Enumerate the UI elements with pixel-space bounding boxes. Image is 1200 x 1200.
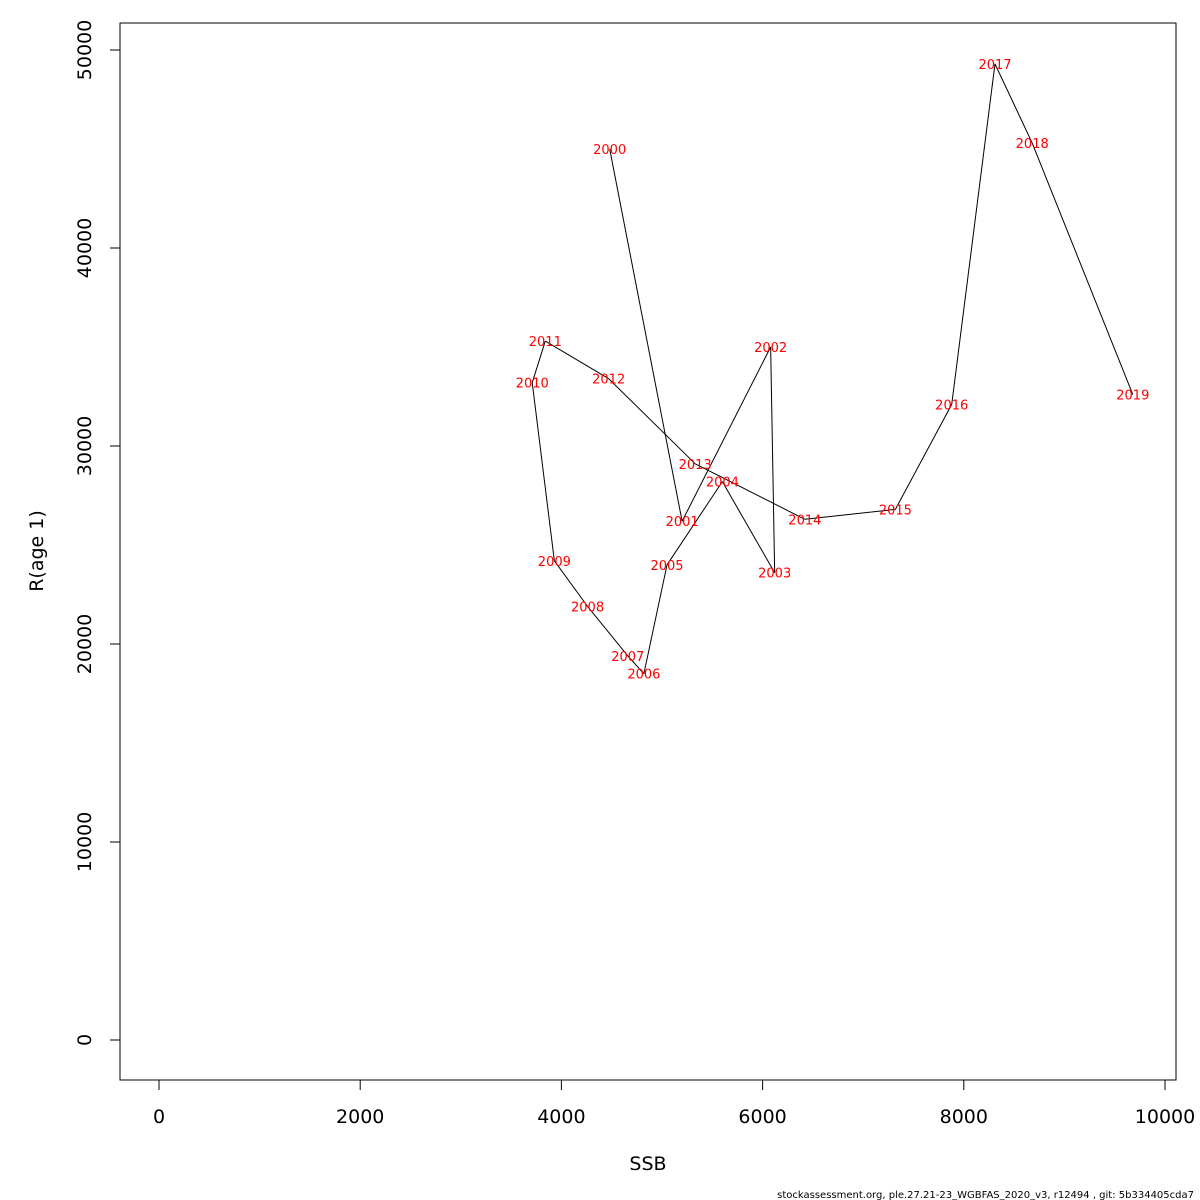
point-label-2018: 2018: [1016, 137, 1049, 152]
x-tick-label: 2000: [336, 1106, 384, 1128]
x-axis-title: SSB: [629, 1153, 666, 1175]
series-segment: [894, 404, 953, 510]
series-segment: [553, 560, 588, 607]
series-segment: [609, 148, 683, 522]
recruitment-series: [531, 63, 1134, 675]
footer-text: stockassessment.org, ple.27.21-23_WGBFAS…: [777, 1190, 1194, 1200]
y-tick-label: 50000: [74, 20, 96, 80]
x-tick-label: 10000: [1135, 1106, 1195, 1128]
x-tick-label: 8000: [940, 1106, 988, 1128]
point-label-2005: 2005: [650, 559, 683, 574]
point-label-2003: 2003: [758, 567, 791, 582]
y-tick-label: 20000: [74, 614, 96, 674]
point-label-2017: 2017: [978, 58, 1011, 73]
x-tick-label: 4000: [537, 1106, 585, 1128]
series-segment: [531, 340, 546, 383]
point-label-2004: 2004: [706, 476, 739, 491]
series-segment: [545, 340, 609, 380]
series-segment: [531, 382, 555, 561]
series-segment: [681, 346, 772, 522]
series-segment: [721, 481, 776, 573]
series-segment: [666, 481, 723, 566]
series-segment: [694, 463, 806, 520]
point-label-2014: 2014: [788, 513, 821, 528]
series-segment: [994, 63, 1033, 144]
y-axis-title: R(age 1): [26, 510, 48, 592]
point-label-2019: 2019: [1116, 389, 1149, 404]
x-tick-label: 6000: [738, 1106, 786, 1128]
series-segment: [951, 63, 996, 405]
series-segment: [608, 378, 696, 465]
point-label-2013: 2013: [679, 458, 712, 473]
point-label-2006: 2006: [627, 668, 660, 683]
point-label-2010: 2010: [516, 377, 549, 392]
y-axis: 0 10000 20000 30000 40000 50000: [74, 20, 121, 1046]
point-label-2001: 2001: [666, 515, 699, 530]
point-label-2002: 2002: [754, 341, 787, 356]
series-segment: [1031, 142, 1134, 395]
y-tick-label: 40000: [74, 218, 96, 278]
series-segment: [804, 508, 896, 520]
point-label-2007: 2007: [611, 650, 644, 665]
x-tick-label: 0: [153, 1106, 165, 1128]
point-label-2000: 2000: [593, 143, 626, 158]
point-label-2011: 2011: [529, 335, 562, 350]
year-labels: 2000 2001 2002 2003 2004 2005 2006 2007 2008 2009…: [516, 58, 1150, 683]
x-axis: 0 2000 4000 6000 8000 10000: [153, 1079, 1195, 1128]
point-label-2016: 2016: [935, 398, 968, 413]
point-label-2012: 2012: [592, 373, 625, 388]
y-tick-label: 0: [74, 1034, 96, 1046]
point-label-2009: 2009: [538, 555, 571, 570]
point-label-2008: 2008: [571, 600, 604, 615]
plot-frame: [119, 22, 1177, 1081]
series-segment: [627, 655, 645, 675]
series-segment: [587, 606, 629, 657]
y-tick-label: 10000: [74, 812, 96, 872]
series-segment: [643, 564, 668, 674]
series-segment: [770, 346, 776, 573]
y-tick-label: 30000: [74, 416, 96, 476]
point-label-2015: 2015: [879, 503, 912, 518]
